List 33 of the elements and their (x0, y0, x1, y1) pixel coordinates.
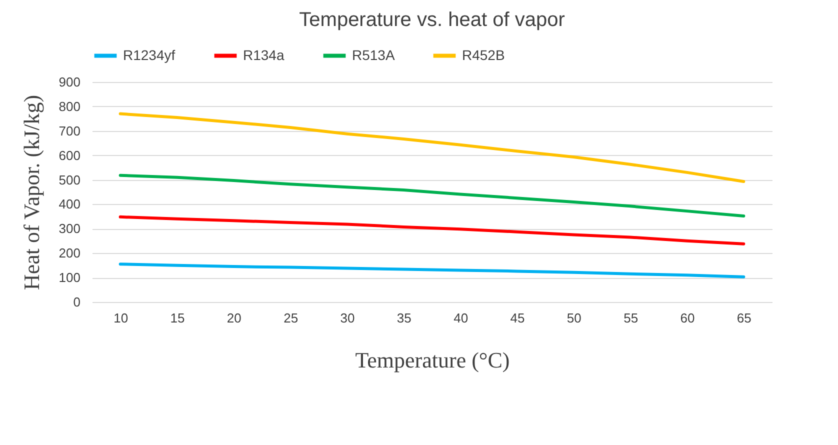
y-tick-label: 100 (58, 270, 80, 286)
y-tick-label: 0 (73, 294, 80, 310)
y-tick-label: 300 (58, 221, 80, 236)
legend-label: R1234yf (123, 46, 176, 63)
x-tick-label: 45 (510, 310, 525, 326)
legend-label: R134a (243, 46, 284, 63)
y-tick-label: 900 (58, 74, 80, 90)
line-series (118, 262, 746, 278)
x-axis-title: Temperature (°C) (355, 348, 510, 372)
y-tick-label: 800 (58, 98, 80, 114)
x-tick-label: 15 (170, 310, 185, 326)
y-tick-label: 500 (58, 172, 80, 188)
x-tick-label: 60 (680, 310, 695, 326)
legend-label: R452B (462, 46, 505, 63)
x-tick-label: 50 (566, 310, 582, 326)
x-tick-label: 65 (736, 310, 752, 326)
y-tick-label: 400 (58, 196, 80, 212)
y-tick-label: 200 (58, 246, 80, 261)
chart-title: Temperature vs. heat of vapor (299, 9, 566, 31)
y-axis-title: Heat of Vapor. (kJ/kg) (18, 94, 44, 290)
y-tick-label: 700 (58, 123, 80, 138)
x-tick-label: 55 (624, 310, 638, 326)
x-tick-label: 10 (114, 310, 128, 326)
y-tick-label: 600 (58, 148, 80, 163)
x-tick-label: 40 (454, 310, 468, 326)
line-series (118, 112, 746, 183)
x-tick-label: 20 (226, 310, 242, 326)
x-tick-label: 25 (284, 310, 298, 326)
legend-label: R513A (352, 46, 396, 63)
x-tick-label: 35 (396, 310, 412, 326)
line-series (118, 174, 746, 218)
line-series (118, 215, 746, 246)
x-tick-label: 30 (340, 310, 355, 326)
